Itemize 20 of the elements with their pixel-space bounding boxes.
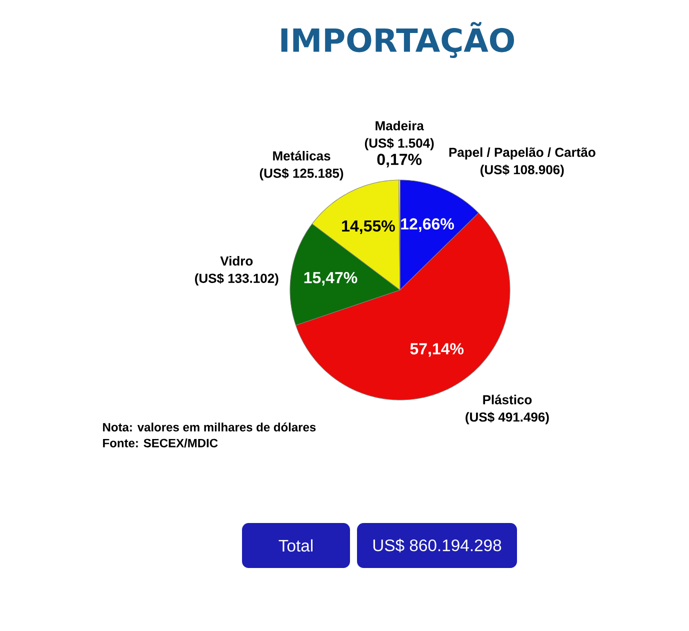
slice-label: Plástico: [483, 394, 532, 404]
data-label: (US$ 1.504): [364, 138, 434, 150]
text: 57,14%: [410, 343, 464, 357]
slice-label: Metálicas: [273, 150, 330, 161]
data-label: (US$ 491.496): [466, 412, 549, 424]
slice-label: Madeira: [376, 120, 424, 130]
text: US$ 860.194.298: [373, 538, 502, 552]
source-note: Fonte: SECEX/MDIC: [103, 438, 218, 448]
text: 14,55%: [342, 220, 395, 234]
text: 0,17%: [377, 154, 422, 168]
data-label: (US$ 108.906): [480, 164, 564, 177]
text: Total: [278, 539, 313, 552]
data-label: (US$ 133.102): [195, 273, 278, 286]
slice-label: Vidro: [220, 256, 253, 266]
chart-title: IMPORTAÇÃO: [281, 22, 514, 58]
data-label: (US$ 125.185): [260, 168, 344, 180]
slice-label: Papel / Papelão / Cartão: [449, 147, 596, 160]
text: 15,47%: [304, 272, 358, 286]
text: Nota: valores em milhares de dólares: [103, 422, 316, 432]
text: 12,66%: [401, 218, 454, 232]
